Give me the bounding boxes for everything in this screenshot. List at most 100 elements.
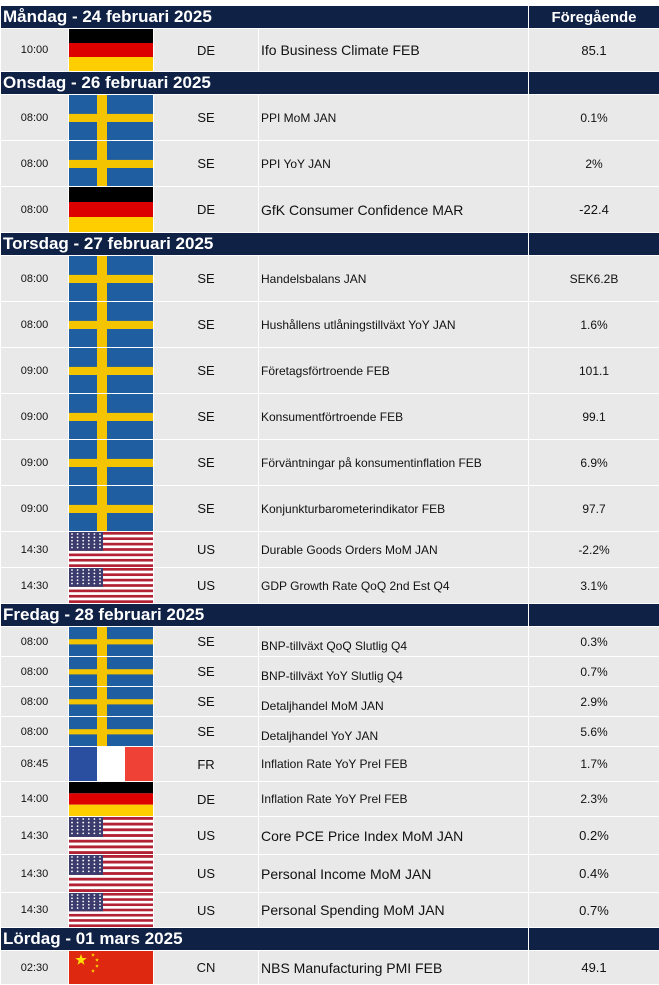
event-time: 14:30: [1, 532, 69, 568]
event-country: SE: [154, 687, 259, 717]
previous-column-header-blank: [529, 928, 659, 951]
flag-us-icon: [69, 893, 154, 928]
event-country: DE: [154, 29, 259, 72]
flag-us-icon: [69, 855, 154, 893]
event-time: 09:00: [1, 440, 69, 486]
event-country: FR: [154, 747, 259, 782]
event-time: 14:00: [1, 782, 69, 817]
flag-de-icon: [69, 187, 154, 233]
event-time: 08:00: [1, 141, 69, 187]
event-country: SE: [154, 486, 259, 532]
event-previous: 97.7: [529, 486, 659, 532]
event-name: Förväntningar på konsumentinflation FEB: [259, 440, 529, 486]
event-time: 09:00: [1, 348, 69, 394]
flag-de-icon: [69, 29, 154, 72]
flag-se-icon: [69, 657, 154, 687]
event-name: GDP Growth Rate QoQ 2nd Est Q4: [259, 568, 529, 604]
event-name: PPI YoY JAN: [259, 141, 529, 187]
event-time: 08:00: [1, 256, 69, 302]
event-name: Detaljhandel YoY JAN: [259, 717, 529, 747]
event-name: Företagsförtroende FEB: [259, 348, 529, 394]
day-title: Lördag - 01 mars 2025: [1, 928, 529, 951]
event-previous: 0.3%: [529, 627, 659, 657]
event-previous: 101.1: [529, 348, 659, 394]
previous-column-header-blank: [529, 72, 659, 95]
flag-se-icon: [69, 687, 154, 717]
event-name: Ifo Business Climate FEB: [259, 29, 529, 72]
day-title: Måndag - 24 februari 2025: [1, 6, 529, 29]
flag-se-icon: [69, 440, 154, 486]
event-name: BNP-tillväxt YoY Slutlig Q4: [259, 657, 529, 687]
event-time: 08:00: [1, 302, 69, 348]
event-name: Personal Income MoM JAN: [259, 855, 529, 893]
event-country: US: [154, 532, 259, 568]
event-previous: 99.1: [529, 394, 659, 440]
event-country: DE: [154, 187, 259, 233]
event-previous: -22.4: [529, 187, 659, 233]
event-previous: 0.2%: [529, 817, 659, 855]
flag-cn-icon: [69, 951, 154, 985]
flag-se-icon: [69, 141, 154, 187]
flag-se-icon: [69, 95, 154, 141]
event-time: 08:00: [1, 627, 69, 657]
event-country: CN: [154, 951, 259, 985]
event-country: SE: [154, 394, 259, 440]
day-header-row: Torsdag - 27 februari 2025: [1, 233, 659, 256]
day-header-row: Onsdag - 26 februari 2025: [1, 72, 659, 95]
event-name: GfK Consumer Confidence MAR: [259, 187, 529, 233]
event-previous: 49.1: [529, 951, 659, 985]
event-name: Detaljhandel MoM JAN: [259, 687, 529, 717]
event-time: 14:30: [1, 568, 69, 604]
day-header-row: Lördag - 01 mars 2025: [1, 928, 659, 951]
event-name: Inflation Rate YoY Prel FEB: [259, 782, 529, 817]
event-previous: 0.7%: [529, 657, 659, 687]
event-country: US: [154, 893, 259, 928]
flag-se-icon: [69, 717, 154, 747]
day-title: Torsdag - 27 februari 2025: [1, 233, 529, 256]
day-title: Fredag - 28 februari 2025: [1, 604, 529, 627]
event-previous: 1.6%: [529, 302, 659, 348]
flag-us-icon: [69, 532, 154, 568]
event-country: SE: [154, 256, 259, 302]
event-name: Durable Goods Orders MoM JAN: [259, 532, 529, 568]
event-time: 02:30: [1, 951, 69, 985]
flag-fr-icon: [69, 747, 154, 782]
event-previous: 0.7%: [529, 893, 659, 928]
event-time: 14:30: [1, 855, 69, 893]
event-name: Konsumentförtroende FEB: [259, 394, 529, 440]
flag-us-icon: [69, 568, 154, 604]
event-name: Inflation Rate YoY Prel FEB: [259, 747, 529, 782]
event-previous: -2.2%: [529, 532, 659, 568]
event-previous: SEK6.2B: [529, 256, 659, 302]
event-country: SE: [154, 440, 259, 486]
previous-column-header: Föregående: [529, 6, 659, 29]
previous-column-header-blank: [529, 233, 659, 256]
event-previous: 1.7%: [529, 747, 659, 782]
event-country: SE: [154, 657, 259, 687]
flag-se-icon: [69, 348, 154, 394]
event-time: 14:30: [1, 893, 69, 928]
previous-column-header-blank: [529, 604, 659, 627]
event-time: 08:00: [1, 687, 69, 717]
event-previous: 2.9%: [529, 687, 659, 717]
event-time: 08:00: [1, 717, 69, 747]
event-time: 10:00: [1, 29, 69, 72]
